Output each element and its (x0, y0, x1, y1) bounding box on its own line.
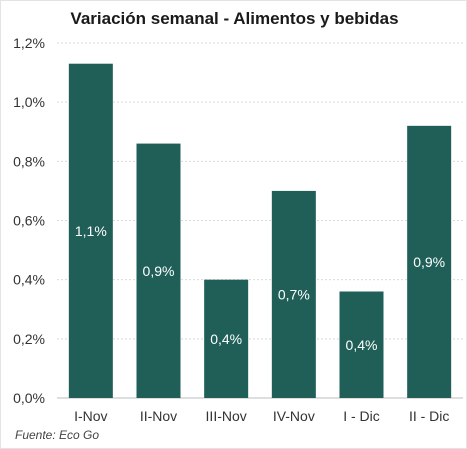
y-tick-label: 0,6% (13, 213, 45, 229)
x-tick-label: II - Dic (409, 408, 449, 424)
data-labels: 1,1% 0,9% 0,4% 0,7% 0,4% 0,9% (75, 223, 445, 353)
y-tick-label: 0,8% (13, 153, 45, 169)
bar (407, 125, 452, 398)
x-tick-label: I - Dic (343, 408, 380, 424)
y-tick-label: 1,2% (13, 35, 45, 51)
data-label: 1,1% (75, 223, 107, 239)
bars (68, 63, 452, 398)
y-tick-label: 0,2% (13, 331, 45, 347)
y-tick-label: 0,0% (13, 390, 45, 406)
y-tick-label: 0,4% (13, 272, 45, 288)
bar (204, 279, 249, 398)
bar (136, 143, 181, 398)
y-axis-ticks: 0,0% 0,2% 0,4% 0,6% 0,8% 1,0% 1,2% (13, 35, 45, 406)
bar (68, 63, 113, 398)
data-label: 0,4% (210, 331, 242, 347)
data-label: 0,9% (413, 254, 445, 270)
x-tick-label: III-Nov (206, 408, 247, 424)
x-tick-label: II-Nov (140, 408, 177, 424)
y-tick-label: 1,0% (13, 94, 45, 110)
gridlines (57, 42, 463, 399)
bar (339, 291, 384, 398)
x-tick-label: IV-Nov (273, 408, 315, 424)
data-label: 0,9% (143, 263, 175, 279)
chart-title: Variación semanal - Alimentos y bebidas (70, 9, 399, 28)
x-tick-label: I-Nov (74, 408, 107, 424)
data-label: 0,7% (278, 286, 310, 302)
bar (271, 190, 316, 398)
source-note: Fuente: Eco Go (15, 428, 100, 442)
data-label: 0,4% (346, 337, 378, 353)
x-axis-ticks: I-Nov II-Nov III-Nov IV-Nov I - Dic II - Dic (74, 408, 449, 424)
